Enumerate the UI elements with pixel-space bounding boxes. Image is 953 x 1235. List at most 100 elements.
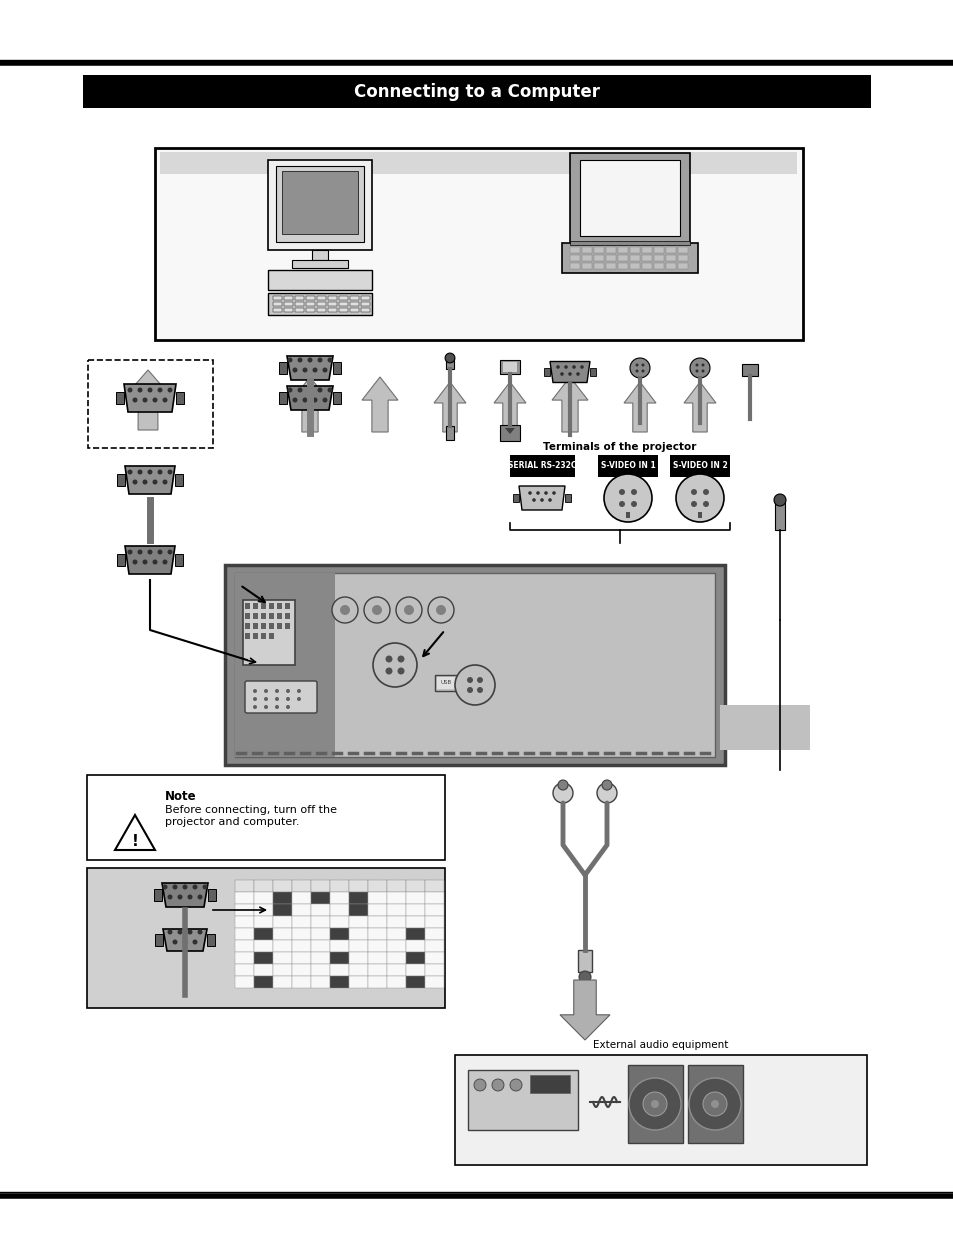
Circle shape [578, 971, 590, 983]
Bar [499, 359, 519, 374]
Bar [234, 916, 253, 927]
Bar [350, 296, 358, 300]
Bar [292, 952, 311, 965]
Polygon shape [162, 883, 208, 906]
Circle shape [152, 398, 157, 403]
Circle shape [182, 940, 188, 945]
Bar [292, 927, 311, 940]
Bar [207, 934, 214, 946]
Bar [368, 940, 387, 952]
Bar [261, 603, 266, 609]
Bar [669, 454, 729, 477]
Circle shape [702, 501, 708, 508]
Polygon shape [163, 929, 207, 951]
Circle shape [274, 705, 278, 709]
Circle shape [264, 697, 268, 701]
Bar [406, 976, 424, 988]
Circle shape [188, 894, 193, 899]
Circle shape [397, 667, 404, 674]
Circle shape [157, 550, 162, 555]
Bar [316, 303, 326, 306]
Bar [292, 881, 311, 892]
Bar [306, 303, 314, 306]
Bar [253, 952, 273, 965]
Bar [292, 965, 311, 976]
Circle shape [177, 930, 182, 935]
Polygon shape [126, 370, 170, 430]
Bar [387, 940, 406, 952]
Bar [368, 927, 387, 940]
Bar [154, 148, 802, 340]
Bar [234, 881, 253, 892]
Bar [368, 904, 387, 916]
Circle shape [385, 656, 392, 662]
Bar [350, 308, 358, 312]
Bar [406, 927, 424, 940]
Bar [273, 892, 292, 904]
Circle shape [650, 1100, 659, 1108]
Bar [349, 904, 368, 916]
Circle shape [188, 930, 193, 935]
Bar [424, 916, 443, 927]
Circle shape [628, 1078, 680, 1130]
Bar [83, 75, 870, 107]
Bar [311, 940, 330, 952]
Bar [234, 927, 253, 940]
Circle shape [676, 474, 723, 522]
Polygon shape [292, 377, 328, 432]
Bar [502, 362, 517, 372]
Bar [424, 927, 443, 940]
Circle shape [455, 664, 495, 705]
Bar [330, 916, 349, 927]
Bar [349, 976, 368, 988]
Bar [268, 270, 372, 290]
Bar [605, 247, 616, 253]
Bar [311, 965, 330, 976]
Circle shape [548, 498, 551, 501]
Circle shape [640, 369, 644, 373]
Bar [311, 904, 330, 916]
Bar [282, 170, 357, 233]
Bar [278, 362, 287, 374]
Bar [698, 513, 701, 517]
Circle shape [286, 697, 290, 701]
Circle shape [603, 474, 651, 522]
Circle shape [543, 492, 547, 495]
Bar [330, 965, 349, 976]
Bar [581, 263, 592, 269]
Circle shape [137, 550, 142, 555]
Text: Terminals of the projector: Terminals of the projector [543, 442, 696, 452]
Bar [641, 247, 651, 253]
Bar [273, 881, 292, 892]
Circle shape [568, 372, 571, 375]
Bar [273, 940, 292, 952]
Circle shape [327, 388, 333, 393]
Text: USB: USB [440, 680, 451, 685]
Circle shape [339, 605, 350, 615]
Circle shape [296, 697, 301, 701]
Bar [406, 965, 424, 976]
Bar [387, 965, 406, 976]
Circle shape [327, 357, 333, 363]
Bar [368, 881, 387, 892]
Circle shape [689, 358, 709, 378]
Polygon shape [559, 981, 609, 1040]
Bar [424, 892, 443, 904]
Bar [654, 263, 663, 269]
Bar [234, 573, 714, 757]
Bar [154, 934, 163, 946]
Circle shape [286, 705, 290, 709]
Bar [160, 152, 796, 174]
Circle shape [168, 469, 172, 474]
Bar [284, 303, 293, 306]
Circle shape [635, 363, 638, 367]
Bar [629, 247, 639, 253]
Bar [234, 976, 253, 988]
Polygon shape [434, 382, 465, 432]
Bar [330, 927, 349, 940]
Bar [312, 249, 328, 261]
Circle shape [172, 884, 177, 889]
Bar [234, 904, 253, 916]
Bar [306, 296, 314, 300]
Circle shape [445, 353, 455, 363]
